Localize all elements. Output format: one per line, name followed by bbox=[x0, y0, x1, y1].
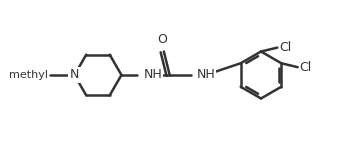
Text: O: O bbox=[157, 33, 167, 46]
Text: N: N bbox=[70, 69, 79, 81]
Text: methyl: methyl bbox=[10, 70, 48, 80]
Text: Cl: Cl bbox=[279, 41, 291, 54]
Text: NH: NH bbox=[197, 69, 216, 81]
Text: NH: NH bbox=[143, 69, 162, 81]
Text: Cl: Cl bbox=[299, 61, 311, 74]
